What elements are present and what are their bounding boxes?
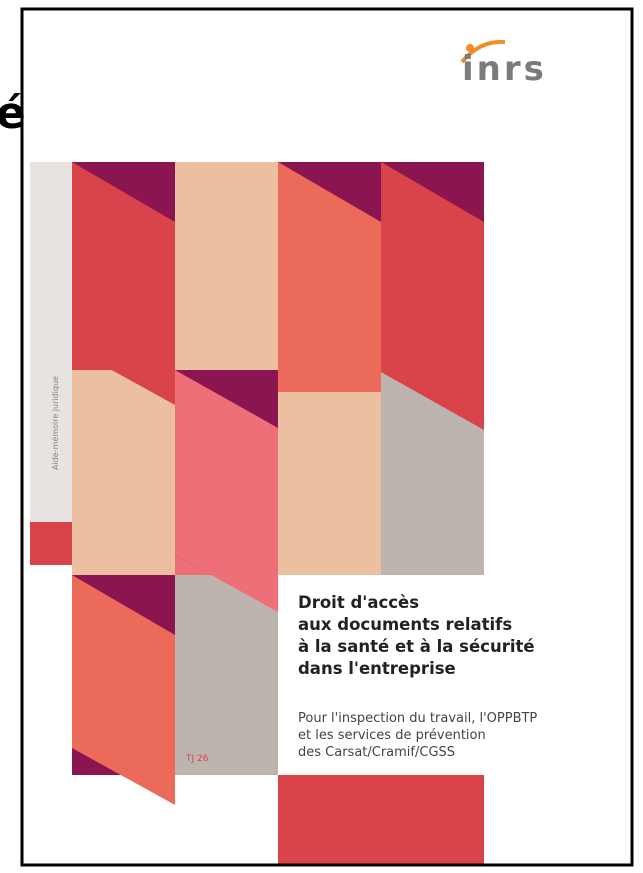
grey-strip xyxy=(30,162,72,522)
title: Droit d'accès aux documents relatifs à la … xyxy=(298,593,535,678)
cover-art xyxy=(30,162,484,865)
logo-dot xyxy=(466,44,474,52)
subtitle-line: Pour l'inspection du travail, l'OPPBTP xyxy=(298,711,537,726)
red-square xyxy=(30,522,72,565)
series-label: Aide-mémoire juridique xyxy=(50,376,60,470)
logo: inrs xyxy=(460,39,547,89)
fold xyxy=(72,348,175,405)
reference: TJ 26 xyxy=(185,754,209,764)
logo-text: inrs xyxy=(462,49,547,89)
title-line: dans l'entreprise xyxy=(298,659,456,678)
fold xyxy=(175,370,278,612)
block xyxy=(278,392,381,575)
block xyxy=(72,370,175,575)
title-line: à la santé et à la sécurité xyxy=(298,637,535,656)
fold xyxy=(72,162,175,405)
fold xyxy=(175,555,278,612)
title-line: aux documents relatifs xyxy=(298,615,512,634)
title-line: Droit d'accès xyxy=(298,593,419,612)
logo-swoosh xyxy=(460,39,506,64)
block xyxy=(175,162,278,370)
subtitle: Pour l'inspection du travail, l'OPPBTP et… xyxy=(298,711,537,760)
fold xyxy=(278,162,381,450)
frame xyxy=(20,7,634,867)
fold xyxy=(381,370,484,430)
subtitle-line: des Carsat/Cramif/CGSS xyxy=(298,745,455,760)
block xyxy=(175,575,278,775)
block xyxy=(381,430,484,575)
fold xyxy=(72,575,175,805)
red-block xyxy=(278,775,484,865)
fold xyxy=(381,162,484,430)
subtitle-line: et les services de prévention xyxy=(298,728,486,743)
